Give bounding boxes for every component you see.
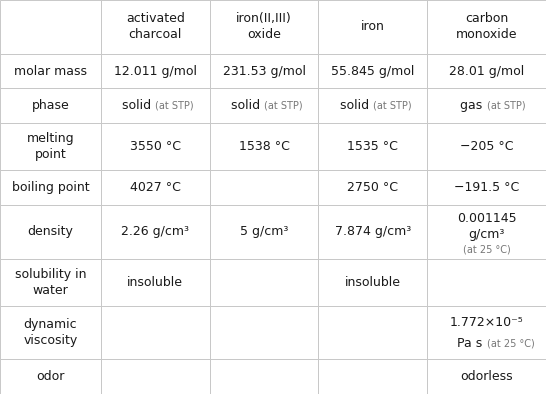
Text: −205 °C: −205 °C <box>460 140 513 153</box>
Bar <box>210 88 318 123</box>
Bar <box>101 54 210 88</box>
Bar <box>101 123 210 170</box>
Text: (at 25 °C): (at 25 °C) <box>462 245 511 255</box>
Bar <box>427 123 546 170</box>
Bar <box>101 0 210 54</box>
Bar <box>318 204 427 259</box>
Text: 5 g/cm³: 5 g/cm³ <box>240 225 288 238</box>
Bar <box>101 259 210 306</box>
Bar <box>427 0 546 54</box>
Text: 55.845 g/mol: 55.845 g/mol <box>331 65 414 78</box>
Bar <box>0 54 101 88</box>
Text: 28.01 g/mol: 28.01 g/mol <box>449 65 524 78</box>
Text: −191.5 °C: −191.5 °C <box>454 181 519 194</box>
Text: 1538 °C: 1538 °C <box>239 140 289 153</box>
Text: solid: solid <box>231 99 264 112</box>
Text: melting
point: melting point <box>27 132 74 161</box>
Text: iron(II,III)
oxide: iron(II,III) oxide <box>236 13 292 41</box>
Text: 1.772×10⁻⁵: 1.772×10⁻⁵ <box>450 316 524 329</box>
Text: 0.001145: 0.001145 <box>457 212 517 225</box>
Bar <box>101 88 210 123</box>
Bar <box>0 204 101 259</box>
Bar <box>427 54 546 88</box>
Text: dynamic
viscosity: dynamic viscosity <box>23 318 78 347</box>
Bar <box>210 170 318 204</box>
Bar <box>427 88 546 123</box>
Bar <box>427 359 546 394</box>
Text: activated
charcoal: activated charcoal <box>126 13 185 41</box>
Text: insoluble: insoluble <box>127 276 183 289</box>
Bar <box>101 204 210 259</box>
Text: solid: solid <box>340 99 373 112</box>
Bar <box>101 306 210 359</box>
Bar <box>318 123 427 170</box>
Bar <box>427 259 546 306</box>
Bar <box>318 306 427 359</box>
Bar <box>318 170 427 204</box>
Text: odorless: odorless <box>460 370 513 383</box>
Bar <box>427 170 546 204</box>
Text: (at STP): (at STP) <box>486 100 525 111</box>
Bar <box>0 0 101 54</box>
Text: 1535 °C: 1535 °C <box>347 140 398 153</box>
Bar <box>427 204 546 259</box>
Bar <box>210 259 318 306</box>
Bar <box>318 54 427 88</box>
Bar <box>0 170 101 204</box>
Text: (at STP): (at STP) <box>156 100 194 111</box>
Bar <box>0 88 101 123</box>
Bar <box>318 0 427 54</box>
Bar <box>210 359 318 394</box>
Text: (at 25 °C): (at 25 °C) <box>486 339 535 349</box>
Bar <box>318 259 427 306</box>
Bar <box>0 123 101 170</box>
Text: Pa s: Pa s <box>458 337 486 350</box>
Bar <box>0 359 101 394</box>
Bar <box>318 359 427 394</box>
Text: density: density <box>27 225 74 238</box>
Text: (at STP): (at STP) <box>264 100 302 111</box>
Text: 2750 °C: 2750 °C <box>347 181 399 194</box>
Text: molar mass: molar mass <box>14 65 87 78</box>
Bar <box>210 0 318 54</box>
Text: phase: phase <box>32 99 69 112</box>
Text: solid: solid <box>122 99 156 112</box>
Text: 3550 °C: 3550 °C <box>130 140 181 153</box>
Text: carbon
monoxide: carbon monoxide <box>456 13 518 41</box>
Text: 231.53 g/mol: 231.53 g/mol <box>223 65 306 78</box>
Bar <box>210 306 318 359</box>
Bar <box>318 88 427 123</box>
Bar <box>0 306 101 359</box>
Bar <box>101 170 210 204</box>
Text: solubility in
water: solubility in water <box>15 268 86 297</box>
Text: 7.874 g/cm³: 7.874 g/cm³ <box>335 225 411 238</box>
Bar <box>0 259 101 306</box>
Text: 12.011 g/mol: 12.011 g/mol <box>114 65 197 78</box>
Text: gas: gas <box>460 99 486 112</box>
Text: 2.26 g/cm³: 2.26 g/cm³ <box>121 225 189 238</box>
Text: 4027 °C: 4027 °C <box>130 181 181 194</box>
Bar <box>210 123 318 170</box>
Text: iron: iron <box>361 20 385 33</box>
Text: boiling point: boiling point <box>11 181 90 194</box>
Bar <box>427 306 546 359</box>
Text: odor: odor <box>37 370 64 383</box>
Text: insoluble: insoluble <box>345 276 401 289</box>
Bar <box>101 359 210 394</box>
Bar <box>210 204 318 259</box>
Text: g/cm³: g/cm³ <box>468 228 505 241</box>
Bar <box>210 54 318 88</box>
Text: (at STP): (at STP) <box>373 100 412 111</box>
